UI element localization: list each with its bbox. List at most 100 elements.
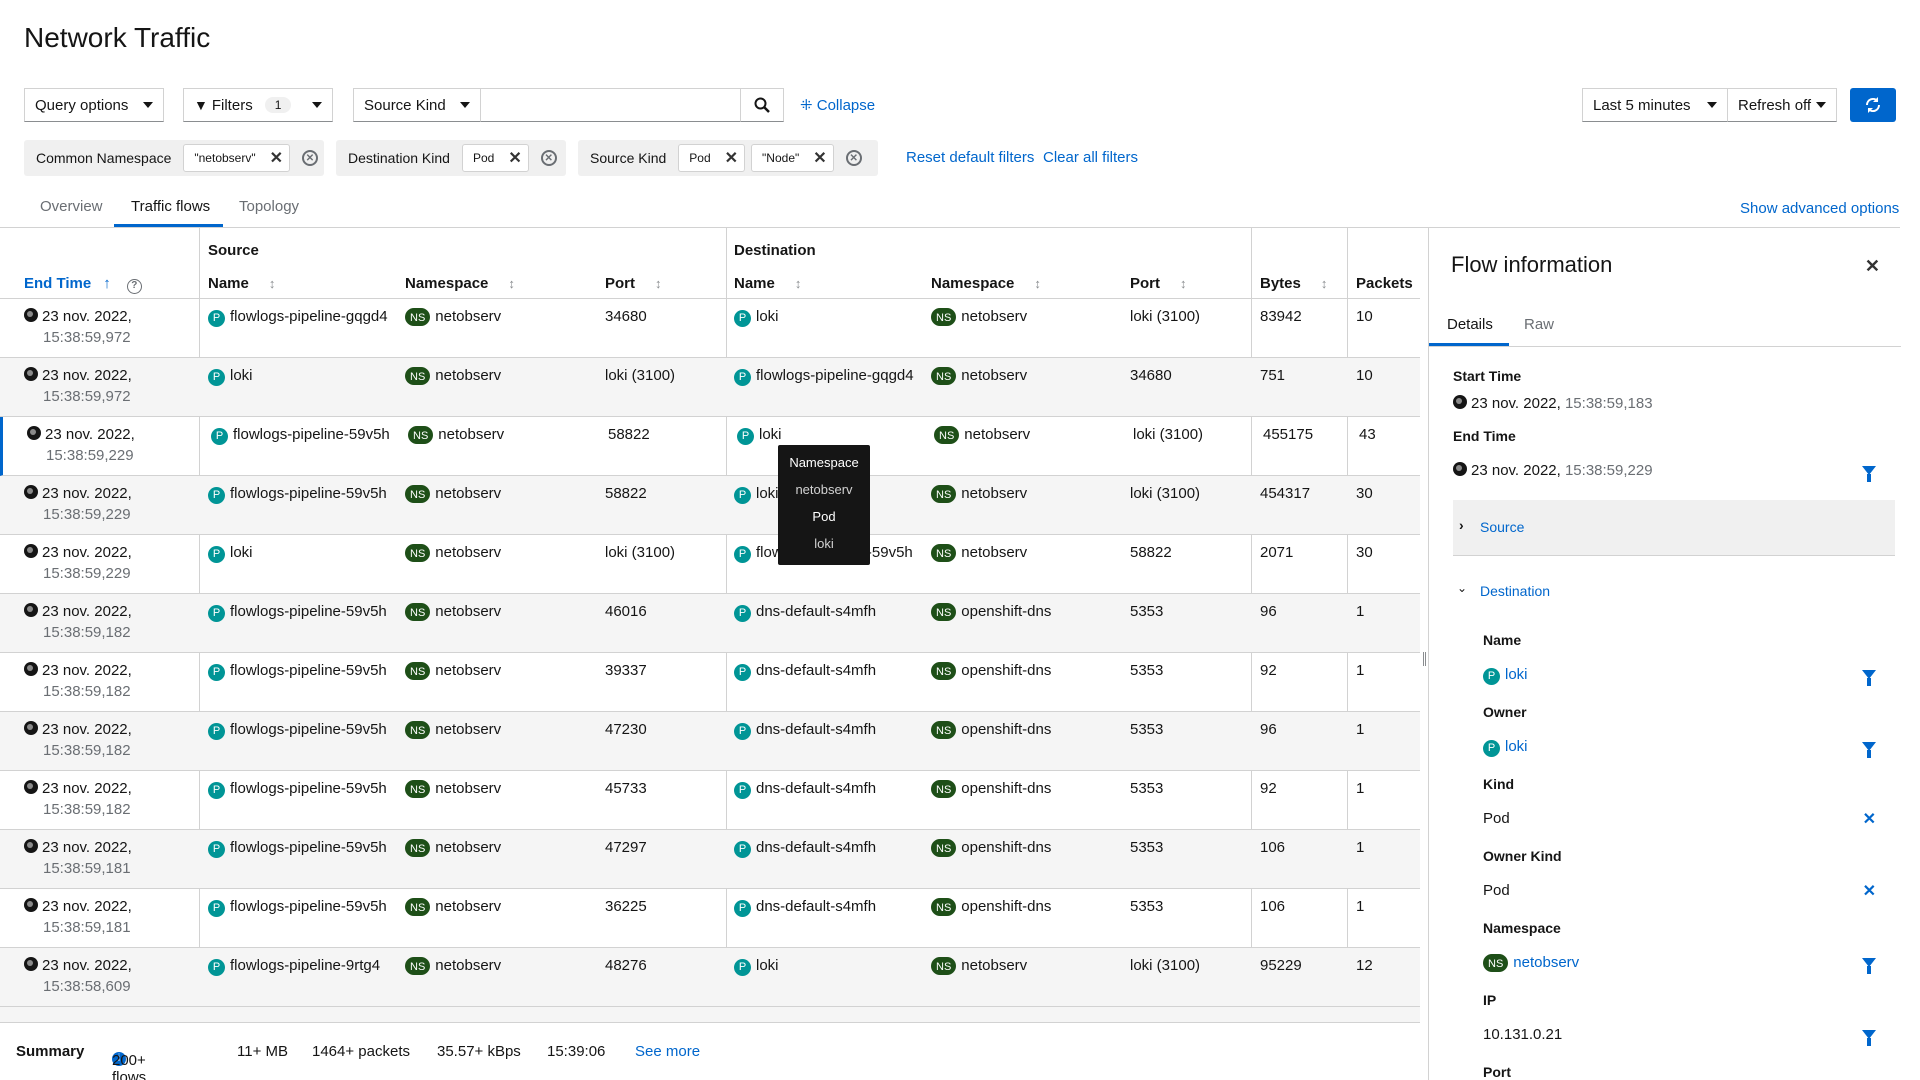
see-more-link[interactable]: See more [635, 1043, 701, 1060]
remove-filter-icon[interactable]: ✕ [1862, 811, 1876, 828]
src-namespace-cell: NS netobserv [405, 543, 501, 563]
clear-all-filters-link[interactable]: Clear all filters [1043, 149, 1139, 166]
tab-traffic-flows[interactable]: Traffic flows [131, 198, 211, 215]
show-advanced-options-link[interactable]: Show advanced options [1740, 200, 1900, 217]
collapse-button[interactable]: ⁜ Collapse [800, 96, 875, 114]
src-namespace-header[interactable]: Namespace ↕ [405, 275, 515, 292]
remove-filter-icon[interactable]: ✕ [1862, 883, 1876, 900]
src-port-cell: loki (3100) [605, 544, 676, 561]
panel-title: Flow information [1451, 252, 1613, 277]
tab-topology[interactable]: Topology [239, 198, 300, 215]
filter-icon[interactable] [1862, 958, 1876, 974]
dst-name-header[interactable]: Name ↕ [734, 275, 801, 292]
dst-namespace-cell: NS netobserv [931, 484, 1027, 504]
close-group-icon[interactable]: ✕ [845, 150, 862, 166]
end-time-cell: 23 nov. 2022, [24, 956, 132, 976]
dst-port-cell: 5353 [1130, 603, 1164, 620]
filter-icon[interactable] [1862, 670, 1876, 686]
src-port-cell: 48276 [605, 957, 647, 974]
src-namespace-cell: NS netobserv [408, 425, 504, 445]
filter-type-select[interactable]: Source Kind [353, 88, 481, 122]
src-namespace-text: netobserv [435, 367, 502, 384]
tab-raw[interactable]: Raw [1524, 316, 1555, 333]
src-port-cell: 58822 [605, 485, 647, 502]
src-port-cell: 46016 [605, 603, 647, 620]
packets-cell: 12 [1356, 957, 1373, 974]
close-group-icon[interactable]: ✕ [540, 150, 557, 166]
src-name-header[interactable]: Name ↕ [208, 275, 275, 292]
refresh-interval-dropdown[interactable]: Refresh off [1727, 88, 1837, 122]
close-icon[interactable]: ✕ [1864, 256, 1880, 276]
dst-port-header[interactable]: Port ↕ [1130, 275, 1187, 292]
packets-cell: 1 [1356, 898, 1365, 915]
end-time-value: 23 nov. 2022, 15:38:59,229 [1453, 462, 1653, 479]
src-namespace-cell: NS netobserv [405, 661, 501, 681]
namespace-badge: NS [931, 603, 957, 621]
src-port-header-label: Port [605, 275, 635, 292]
destination-section-title: Destination [1480, 583, 1551, 599]
src-namespace-cell: NS netobserv [405, 484, 501, 504]
refresh-button[interactable] [1850, 88, 1896, 122]
dst-port-cell: loki (3100) [1130, 308, 1201, 325]
chevron-down-icon [312, 102, 322, 108]
bytes-cell: 106 [1260, 898, 1286, 915]
close-icon[interactable]: ✕ [269, 150, 283, 167]
src-port-header[interactable]: Port ↕ [605, 275, 662, 292]
bytes-cell: 96 [1260, 603, 1277, 620]
close-group-icon[interactable]: ✕ [302, 150, 318, 166]
filter-icon[interactable] [1862, 466, 1876, 482]
pod-badge: P [734, 664, 751, 681]
dst-namespace-header[interactable]: Namespace ↕ [931, 275, 1041, 292]
time-range-label: Last 5 minutes [1593, 96, 1691, 114]
filter-icon[interactable] [1862, 1030, 1876, 1046]
end-time-header[interactable]: End Time ↑? [24, 275, 142, 294]
packets-cell: 43 [1359, 426, 1376, 443]
search-button[interactable] [740, 88, 784, 122]
destination-section-header[interactable]: ⌄ Destination [1453, 564, 1895, 614]
close-icon[interactable]: ✕ [724, 150, 739, 167]
chip-label: "netobserv" [194, 151, 256, 165]
tab-details[interactable]: Details [1447, 316, 1493, 333]
dst-name-header-label: Name [734, 275, 775, 292]
filter-search-input[interactable] [480, 88, 741, 122]
end-time-cell: 23 nov. 2022, [24, 484, 132, 504]
chevron-down-icon [143, 102, 153, 108]
time-range-dropdown[interactable]: Last 5 minutes [1582, 88, 1728, 122]
source-section[interactable]: › Source [1453, 500, 1895, 556]
help-icon[interactable]: ? [126, 279, 142, 294]
dst-port-cell: 5353 [1130, 780, 1164, 797]
dest-namespace-value[interactable]: NS netobserv [1483, 954, 1579, 972]
namespace-badge: NS [931, 308, 957, 326]
panel-tab-divider [1429, 346, 1901, 347]
reset-default-filters-link[interactable]: Reset default filters [906, 149, 1035, 166]
filters-dropdown[interactable]: ▼ Filters 1 [183, 88, 333, 122]
globe-icon [1453, 462, 1467, 476]
packets-header[interactable]: Packets [1356, 275, 1413, 292]
bytes-header[interactable]: Bytes ↕ [1260, 275, 1327, 292]
panel-resize-handle[interactable] [1423, 652, 1426, 666]
close-icon[interactable]: ✕ [508, 150, 522, 167]
time-text: 15:38:59,972 [43, 329, 131, 346]
src-port-cell: 34680 [605, 308, 647, 325]
query-options-dropdown[interactable]: Query options [24, 88, 164, 122]
filter-icon[interactable] [1862, 742, 1876, 758]
dest-port-label: Port [1483, 1064, 1511, 1080]
tab-overview[interactable]: Overview [40, 198, 103, 215]
close-icon[interactable]: ✕ [813, 150, 827, 167]
